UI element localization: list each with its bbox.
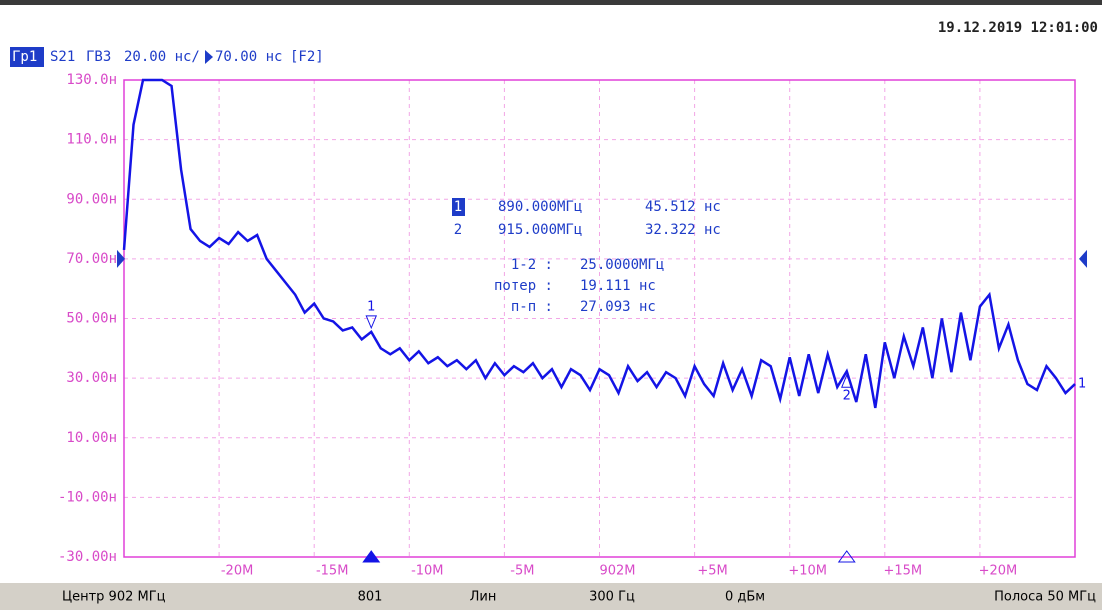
top-strip (0, 0, 1102, 5)
stat-label: п-п : (511, 299, 553, 315)
marker-axis-flag (362, 550, 381, 563)
ref-marker-right (1079, 249, 1087, 268)
marker-flag (365, 315, 378, 330)
trace (122, 78, 1076, 409)
x-tick-label: -15M (316, 564, 348, 579)
ref-arrow (205, 50, 213, 64)
stat-value: 25.0000МГц (580, 257, 664, 273)
stat-value: 19.111 нс (580, 278, 656, 294)
y-tick-label: 10.00н (66, 430, 117, 446)
y-tick-label: 30.00н (66, 370, 117, 386)
status-item: 801 (358, 590, 383, 605)
x-tick-label: 902M (599, 564, 635, 579)
ref-marker-left (117, 249, 125, 268)
y-tick-label: 50.00н (66, 311, 117, 327)
readout-value: 45.512 нс (645, 199, 721, 215)
y-tick-label: 110.0н (66, 132, 117, 148)
readout-name: 1 (454, 199, 462, 215)
readout-freq: 915.000МГц (498, 222, 582, 238)
marker-flag (841, 373, 853, 388)
status-item: 0 дБм (725, 590, 765, 605)
x-tick-label: +20M (979, 564, 1018, 579)
stat-label: 1-2 : (511, 257, 553, 273)
format: ГВЗ (86, 49, 111, 65)
status-item: Центр 902 МГц (62, 590, 166, 605)
x-tick-label: +10M (788, 564, 827, 579)
x-tick-label: +15M (883, 564, 922, 579)
y-tick-label: -30.00н (58, 549, 117, 565)
stat-value: 27.093 нс (580, 299, 656, 315)
channel-label: 1 (1078, 377, 1086, 392)
readout-freq: 890.000МГц (498, 199, 582, 215)
active-marker-box (452, 198, 465, 216)
trace-tag (10, 47, 44, 67)
parameter: S21 (50, 49, 75, 65)
y-tick-label: 130.0н (66, 72, 117, 88)
date: 19.12.2019 12:01:00 (938, 20, 1098, 36)
marker-axis-flag (837, 550, 856, 563)
x-tick-label: +5M (697, 564, 727, 579)
readout-value: 32.322 нс (645, 222, 721, 238)
trace: Гр1 (12, 49, 37, 65)
marker-name: 1 (367, 299, 375, 314)
plot-border (123, 79, 1076, 558)
y-tick-label: 90.00н (66, 191, 117, 207)
key: [F2] (290, 49, 324, 65)
status-item: Лин (470, 590, 497, 605)
marker-name: 2 (843, 389, 851, 404)
readout-name: 2 (454, 222, 462, 238)
stat-label: потер : (494, 278, 553, 294)
y-tick-label: 70.00н (66, 251, 117, 267)
x-tick-label: -10M (411, 564, 443, 579)
status-item: 300 Гц (589, 590, 635, 605)
y-tick-label: -10.00н (58, 489, 117, 505)
status-item: Полоса 50 МГц (994, 590, 1096, 605)
x-tick-label: -20M (221, 564, 253, 579)
x-tick-label: -5M (510, 564, 534, 579)
reference: 70.00 нс (215, 49, 282, 65)
scale: 20.00 нс/ (124, 49, 200, 65)
status-bar (0, 583, 1102, 610)
